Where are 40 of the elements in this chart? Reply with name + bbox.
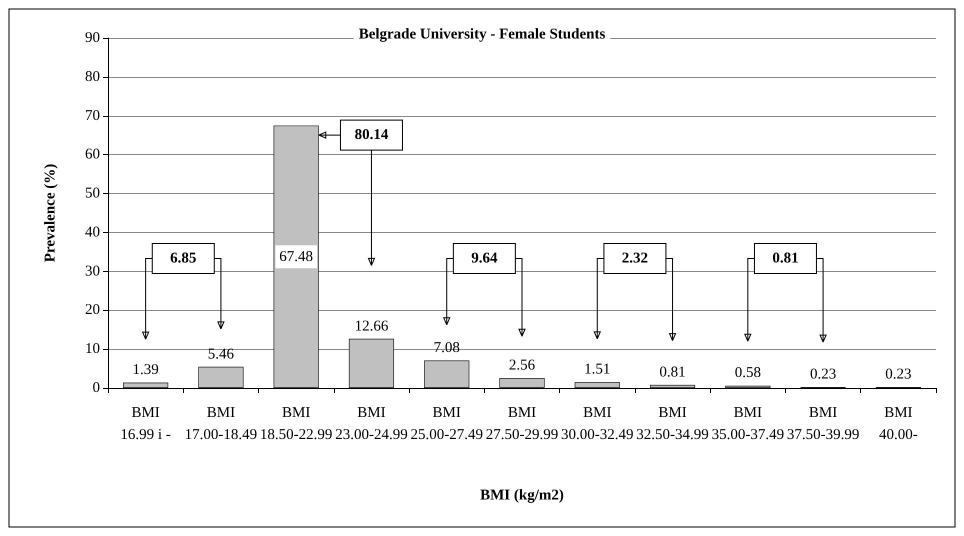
y-axis-title: Prevalence (%) xyxy=(42,164,58,262)
data-label: 7.08 xyxy=(434,340,460,356)
data-label: 12.66 xyxy=(354,318,389,334)
annotation: 80.14 xyxy=(354,127,389,144)
annotation: 6.85 xyxy=(170,250,196,266)
data-label: 1.39 xyxy=(132,362,159,378)
x-tick-label: BMI 18.50-22.99 xyxy=(260,405,332,443)
y-tick-label: 50 xyxy=(85,186,100,202)
y-tick-label: 0 xyxy=(92,380,100,396)
data-label: 2.56 xyxy=(508,358,536,374)
data-label: 0.58 xyxy=(734,365,761,382)
annotation: 0.81 xyxy=(772,250,799,266)
data-label: 0.81 xyxy=(659,364,686,380)
x-tick-label: BMI 35.00-37.49 xyxy=(712,405,784,443)
chart-title: Belgrade University - Female Students xyxy=(358,26,606,42)
x-tick-label: BMI 32.50-34.99 xyxy=(636,405,709,443)
x-axis-title: BMI (kg/m2) xyxy=(480,488,564,504)
x-tick-label: BMI 16.99 i - xyxy=(120,405,171,443)
y-tick-label: 80 xyxy=(85,68,100,85)
annotation: 9.64 xyxy=(471,250,498,266)
annotation: 2.32 xyxy=(622,250,648,266)
y-tick-label: 70 xyxy=(85,108,100,124)
data-label: 0.23 xyxy=(885,366,912,383)
data-label: 67.48 xyxy=(279,248,314,265)
x-tick-label: BMI 17.00-18.49 xyxy=(184,405,258,443)
x-tick-label: BMI 40.00- xyxy=(878,405,918,443)
y-tick-label: 30 xyxy=(85,263,100,280)
x-tick-label: BMI 27.50-29.99 xyxy=(486,405,558,443)
x-tick-label: BMI 37.50-39.99 xyxy=(786,405,860,443)
y-tick-label: 40 xyxy=(85,224,100,240)
data-label: 0.23 xyxy=(810,366,836,383)
data-label: 5.46 xyxy=(208,346,235,362)
x-tick-label: BMI 30.00-32.49 xyxy=(561,405,634,443)
x-tick-label: BMI 25.00-27.49 xyxy=(410,405,483,443)
y-tick-label: 60 xyxy=(85,146,100,163)
x-tick-label: BMI 23.00-24.99 xyxy=(335,405,408,443)
y-tick-label: 90 xyxy=(85,30,100,46)
y-tick-label: 10 xyxy=(85,341,100,358)
data-label: 1.51 xyxy=(584,362,610,378)
y-tick-label: 20 xyxy=(85,302,100,318)
